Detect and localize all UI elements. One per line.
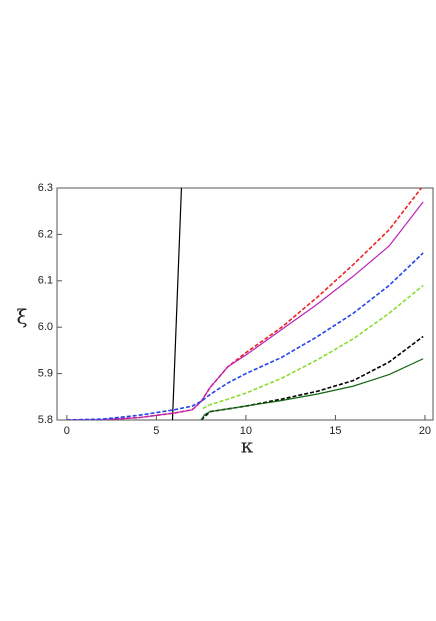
y-tick-label: 6.3 xyxy=(38,182,53,194)
plot-frame xyxy=(56,187,434,421)
x-tick-label: 15 xyxy=(329,425,341,437)
series-line xyxy=(200,358,424,420)
series-line xyxy=(66,252,424,420)
lines xyxy=(66,188,424,420)
y-axis-label: ξ xyxy=(16,305,27,329)
series-line xyxy=(66,188,422,420)
x-tick-label: 20 xyxy=(419,425,431,437)
series-line xyxy=(66,201,424,420)
y-tick-label: 6.1 xyxy=(38,275,53,287)
x-axis-label: κ xyxy=(241,434,254,458)
series-line xyxy=(171,188,183,420)
x-tick-label: 0 xyxy=(64,425,70,437)
x-tick-label: 5 xyxy=(153,425,159,437)
y-tick-label: 6.0 xyxy=(38,321,53,333)
y-tick-label: 6.2 xyxy=(38,228,53,240)
x-tick-label: 10 xyxy=(240,425,252,437)
series-line xyxy=(202,284,424,410)
y-tick-label: 5.9 xyxy=(38,368,53,380)
y-tick-label: 5.8 xyxy=(38,414,53,426)
